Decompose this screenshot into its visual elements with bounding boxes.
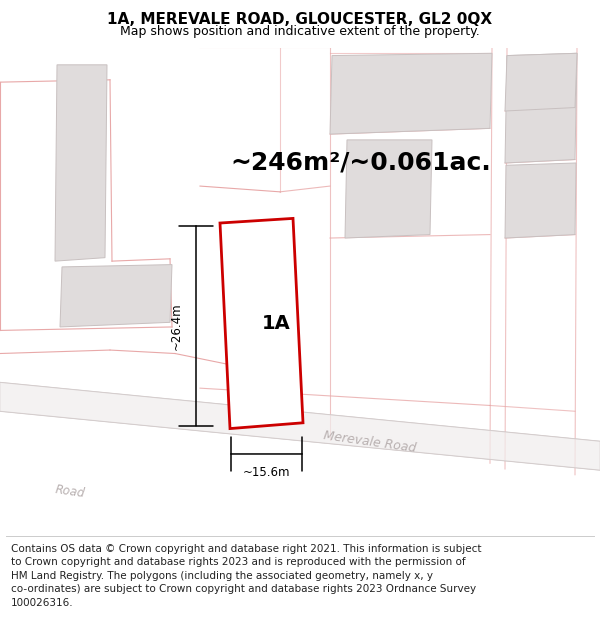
Polygon shape xyxy=(330,53,492,134)
Polygon shape xyxy=(55,65,107,261)
Text: ~26.4m: ~26.4m xyxy=(170,302,182,349)
Polygon shape xyxy=(505,53,577,111)
Text: Road: Road xyxy=(54,484,86,501)
Text: 1A: 1A xyxy=(262,314,291,332)
Text: Merevale Road: Merevale Road xyxy=(323,429,417,456)
Polygon shape xyxy=(505,163,576,238)
Text: 1A, MEREVALE ROAD, GLOUCESTER, GL2 0QX: 1A, MEREVALE ROAD, GLOUCESTER, GL2 0QX xyxy=(107,12,493,27)
Polygon shape xyxy=(60,264,172,327)
Text: Map shows position and indicative extent of the property.: Map shows position and indicative extent… xyxy=(120,25,480,38)
Polygon shape xyxy=(0,382,600,470)
Polygon shape xyxy=(345,140,432,238)
Polygon shape xyxy=(505,53,577,163)
Text: Contains OS data © Crown copyright and database right 2021. This information is : Contains OS data © Crown copyright and d… xyxy=(11,544,481,608)
Polygon shape xyxy=(220,218,303,429)
Text: ~15.6m: ~15.6m xyxy=(243,466,290,479)
Text: ~246m²/~0.061ac.: ~246m²/~0.061ac. xyxy=(230,151,491,175)
